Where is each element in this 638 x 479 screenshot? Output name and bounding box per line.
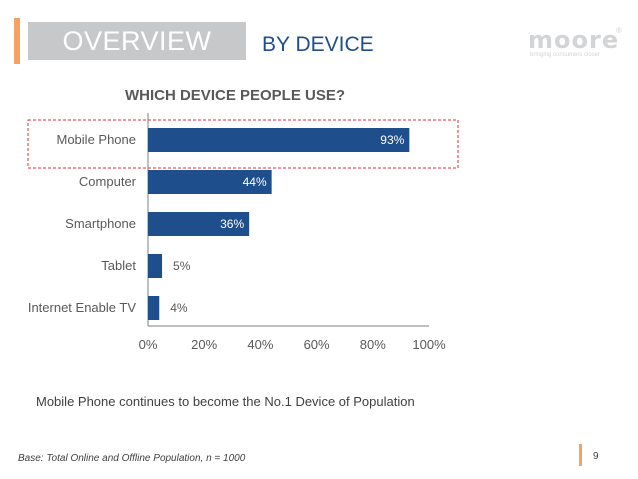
bar xyxy=(148,254,163,278)
data-label: 93% xyxy=(380,133,404,147)
accent-bar xyxy=(14,18,20,64)
bar xyxy=(148,212,250,236)
category-label: Internet Enable TV xyxy=(28,300,136,315)
data-label: 36% xyxy=(220,217,244,231)
bar xyxy=(148,128,410,152)
bar xyxy=(148,170,272,194)
category-label: Mobile Phone xyxy=(57,132,137,147)
device-usage-chart: Mobile Phone 93% Computer 44% Smartphone 36% T… xyxy=(27,113,459,352)
x-tick-label: 60% xyxy=(304,337,330,352)
logo-registered-mark: ® xyxy=(616,26,622,35)
x-tick-label: 100% xyxy=(412,337,446,352)
data-label: 44% xyxy=(243,175,267,189)
section-label: OVERVIEW xyxy=(28,22,246,60)
highlight-box xyxy=(27,119,459,169)
data-label: 5% xyxy=(173,259,191,273)
brand-logo: moore ® bringing consumers closer xyxy=(528,26,624,64)
bar xyxy=(148,296,160,320)
page-number: 9 xyxy=(593,451,599,462)
x-tick-label: 20% xyxy=(191,337,217,352)
chart-caption: Mobile Phone continues to become the No.… xyxy=(36,394,415,409)
category-label: Smartphone xyxy=(65,216,136,231)
x-tick-label: 40% xyxy=(247,337,273,352)
logo-tagline: bringing consumers closer xyxy=(530,52,601,58)
logo-wordmark: moore xyxy=(528,26,620,54)
category-label: Tablet xyxy=(101,258,136,273)
chart-title: WHICH DEVICE PEOPLE USE? xyxy=(124,87,346,104)
category-label: Computer xyxy=(79,174,137,189)
x-tick-label: 80% xyxy=(360,337,386,352)
base-note: Base: Total Online and Offline Populatio… xyxy=(18,453,246,464)
data-label: 4% xyxy=(170,301,188,315)
x-tick-label: 0% xyxy=(139,337,158,352)
subsection-label: BY DEVICE xyxy=(262,33,374,56)
page-accent-bar xyxy=(579,444,582,466)
